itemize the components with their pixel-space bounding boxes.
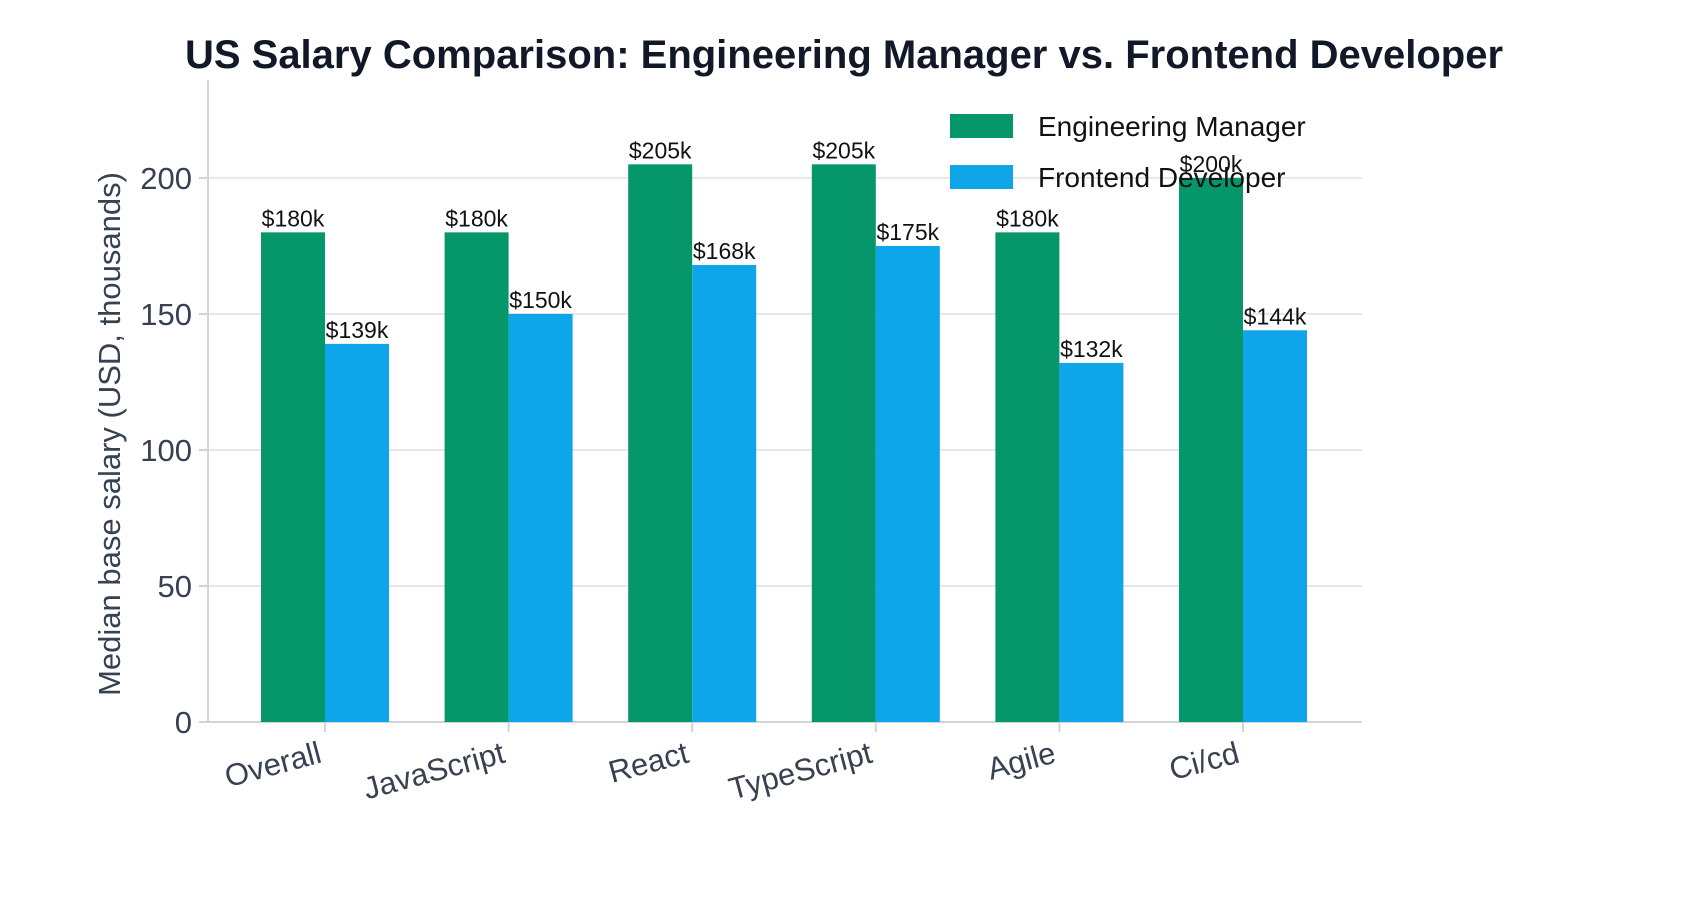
data-label: $132k [1060, 336, 1123, 362]
bar-frontend-developer [1059, 362, 1124, 722]
y-tick-label: 200 [140, 161, 192, 196]
bar-frontend-developer [692, 264, 757, 722]
bar-engineering-manager [444, 232, 509, 722]
bar-frontend-developer [325, 343, 389, 722]
data-label: $175k [876, 219, 939, 245]
bar-frontend-developer [875, 245, 940, 722]
chart-title: US Salary Comparison: Engineering Manage… [185, 33, 1503, 77]
bar-engineering-manager [811, 164, 876, 722]
data-label: $205k [812, 137, 875, 163]
legend: Engineering Manager Frontend Developer [950, 111, 1306, 193]
data-label: $139k [326, 317, 389, 343]
bar-frontend-developer [508, 313, 573, 722]
bar-engineering-manager [995, 232, 1060, 722]
y-tick-label: 0 [175, 705, 192, 740]
data-label: $150k [509, 287, 572, 313]
grid-layer [208, 176, 1362, 587]
x-tick-label: Overall [221, 735, 325, 794]
bar-layer [261, 164, 1307, 723]
data-label: $168k [693, 238, 756, 264]
legend-label: Engineering Manager [1038, 111, 1306, 142]
x-tick-label: TypeScript [725, 735, 876, 807]
y-tick-label: 100 [140, 433, 192, 468]
data-label: $180k [996, 205, 1059, 231]
data-label: $144k [1244, 303, 1307, 329]
legend-swatch [950, 114, 1013, 138]
bar-engineering-manager [1179, 177, 1243, 723]
data-label: $205k [629, 137, 692, 163]
x-tick-label: JavaScript [360, 735, 509, 806]
data-label: $180k [445, 205, 508, 231]
y-tick-label: 50 [158, 569, 192, 604]
bar-engineering-manager [261, 232, 325, 722]
label-layer: $180k $139k $180k $150k $205k $168k $205k $175k… [262, 137, 1307, 362]
bar-frontend-developer [1243, 330, 1307, 722]
x-tick-label: React [605, 735, 693, 790]
legend-swatch [950, 165, 1013, 189]
x-tick-label: Agile [984, 735, 1060, 787]
y-axis-label: Median base salary (USD, thousands) [92, 172, 127, 696]
data-label: $200k [1180, 151, 1243, 177]
bar-engineering-manager [628, 164, 693, 722]
x-tick-label: Ci/cd [1166, 735, 1243, 787]
y-tick-label: 150 [140, 297, 192, 332]
data-label: $180k [262, 205, 325, 231]
legend-label: Frontend Developer [1038, 162, 1285, 193]
